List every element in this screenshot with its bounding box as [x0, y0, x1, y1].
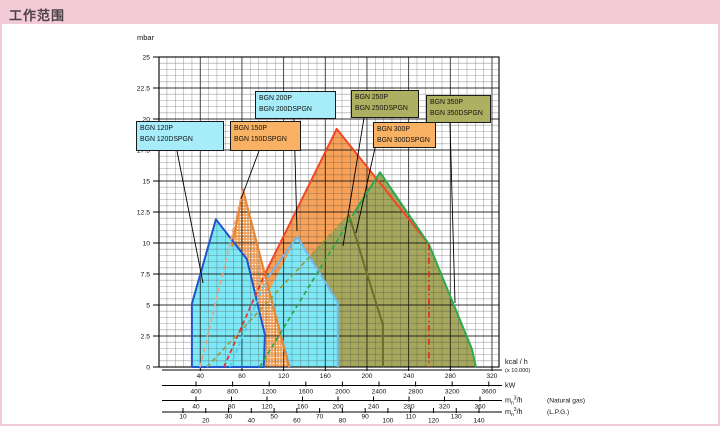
title-bar: 工作范围: [2, 2, 718, 24]
x-tick-label: 320: [486, 373, 497, 380]
y-tick-label: 20: [142, 116, 150, 123]
x-tick-label: 280: [403, 404, 414, 411]
series-borders: [190, 127, 477, 368]
bgn150-label-line2: BGN 150DSPGN: [234, 135, 287, 143]
range-border-350p: [353, 171, 477, 368]
bgn150-label-box: BGN 150P BGN 150DSPGN: [230, 121, 301, 151]
bgn150-label-line1: BGN 150P: [234, 125, 267, 132]
x-tick-label: 140: [474, 418, 485, 425]
x-tick-label: 3600: [481, 389, 496, 396]
x-tick-label: 320: [439, 404, 450, 411]
x-axis-unit-label: mn3/h: [505, 396, 523, 407]
x-tick-label: 1600: [298, 389, 313, 396]
bgn120-label-box: BGN 120P BGN 120DSPGN: [136, 121, 224, 151]
y-tick-label: 22.5: [137, 85, 150, 92]
y-tick-label: 7.5: [141, 271, 151, 278]
x-tick-label: 200: [361, 373, 372, 380]
bgn350-label-box: BGN 350P BGN 350DSPGN: [426, 95, 491, 123]
bgn200-label-line2: BGN 200DSPGN: [259, 105, 312, 113]
x-tick-label: 120: [261, 404, 272, 411]
x-axis-unit-label: mn3/h: [505, 407, 523, 418]
x-tick-label: 70: [316, 414, 324, 421]
x-axis-unit-label: kcal / h: [505, 357, 528, 366]
x-axis-unit-sublabel: (Natural gas): [547, 398, 585, 405]
x-tick-label: 90: [361, 414, 369, 421]
bgn250-pointer-line: [342, 117, 365, 247]
x-tick-label: 80: [339, 418, 347, 425]
x-tick-label: 130: [451, 414, 462, 421]
x-tick-label: 30: [225, 414, 233, 421]
x-axis-unit-sublabel: (x 10.000): [505, 368, 530, 374]
x-tick-label: 40: [197, 373, 205, 380]
x-tick-label: 100: [382, 418, 393, 425]
bgn120-label-line2: BGN 120DSPGN: [140, 135, 193, 143]
bgn200-min-output-dash: [229, 279, 267, 368]
range-border-120p: [190, 218, 266, 368]
x-tick-label: 80: [238, 373, 246, 380]
series-fills: [191, 128, 476, 367]
x-tick-label: 40: [192, 404, 200, 411]
bgn120-label-line1: BGN 120P: [140, 125, 173, 132]
x-tick-label: 2800: [408, 389, 423, 396]
bgn250-label-box: BGN 250P BGN 250DSPGN: [351, 90, 419, 118]
x-tick-label: 110: [405, 414, 416, 421]
x-tick-label: 360: [474, 404, 485, 411]
bgn350-min-output-dash: [258, 212, 355, 368]
y-tick-label: 0: [146, 364, 150, 371]
y-tick-label: 2.5: [141, 333, 151, 340]
x-tick-label: 10: [179, 414, 187, 421]
range-border-150p: [231, 188, 290, 368]
x-tick-label: 2000: [335, 389, 350, 396]
bgn300-pointer-line: [355, 147, 376, 234]
bgn350-pointer-line: [449, 122, 456, 304]
bgn300-min-output-dash: [223, 273, 266, 368]
x-tick-label: 3200: [445, 389, 460, 396]
bgn250-label-line2: BGN 250DSPGN: [355, 104, 408, 112]
x-tick-label: 80: [228, 404, 236, 411]
bgn350-label-line1: BGN 350P: [430, 99, 463, 106]
x-tick-label: 120: [278, 373, 289, 380]
range-fill-120p: [191, 219, 265, 367]
x-tick-label: 240: [403, 373, 414, 380]
y-tick-label: 12.5: [137, 209, 150, 216]
y-tick-label: 25: [142, 54, 150, 61]
x-tick-label: 200: [332, 404, 343, 411]
x-tick-label: 40: [248, 418, 256, 425]
range-border-300p: [264, 127, 430, 275]
x-axis-unit-label: kW: [505, 381, 516, 390]
bgn250-min-output-dash: [206, 213, 350, 368]
x-tick-label: 800: [227, 389, 238, 396]
bgn200-label-line1: BGN 200P: [259, 95, 292, 102]
bgn150-pointer-line: [240, 150, 260, 200]
y-tick-label: 5: [146, 302, 150, 309]
x-tick-label: 240: [368, 404, 379, 411]
bgn300-label-line1: BGN 300P: [377, 126, 410, 133]
x-tick-label: 280: [445, 373, 456, 380]
bgn200-label-box: BGN 200P BGN 200DSPGN: [255, 91, 336, 119]
bgn300-label-box: BGN 300P BGN 300DSPGN: [373, 122, 436, 148]
x-tick-label: 120: [428, 418, 439, 425]
range-border-250p: [347, 214, 384, 367]
bgn350-label-line2: BGN 350DSPGN: [430, 109, 483, 117]
x-tick-label: 2400: [372, 389, 387, 396]
y-tick-label: 15: [142, 178, 150, 185]
x-tick-label: 1200: [262, 389, 277, 396]
bgn300-label-line2: BGN 300DSPGN: [377, 136, 430, 144]
x-tick-label: 160: [320, 373, 331, 380]
x-tick-label: 50: [270, 414, 278, 421]
hidden-edge-dashes: [199, 189, 430, 368]
x-axis-unit-sublabel: (L.P.G.): [547, 409, 569, 416]
x-tick-label: 400: [190, 389, 201, 396]
x-tick-label: 160: [297, 404, 308, 411]
y-axis-unit-label: mbar: [137, 33, 155, 42]
bgn250-label-line1: BGN 250P: [355, 94, 388, 101]
page-title: 工作范围: [9, 8, 66, 23]
y-tick-label: 10: [142, 240, 150, 247]
bgn120-pointer-line: [176, 150, 204, 284]
x-tick-label: 60: [293, 418, 301, 425]
x-tick-label: 20: [202, 418, 210, 425]
